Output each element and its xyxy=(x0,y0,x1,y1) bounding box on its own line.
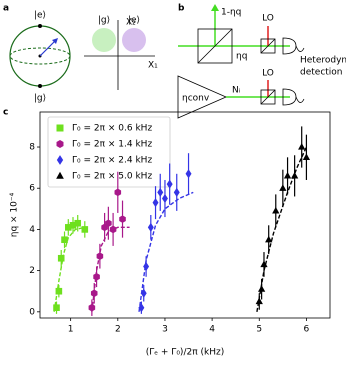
fit-line xyxy=(53,226,85,312)
marker xyxy=(166,179,173,189)
legend-label: Γ₀ = 2π × 5.0 kHz xyxy=(72,172,152,182)
x-tick-label: 5 xyxy=(256,325,262,335)
legend-label: Γ₀ = 2π × 0.6 kHz xyxy=(72,124,152,134)
x-axis-label: (Γₑ + Γ₀)/2π (kHz) xyxy=(146,348,224,358)
marker xyxy=(260,260,268,268)
y-tick-label: 4 xyxy=(29,225,35,235)
marker xyxy=(265,235,273,243)
detection-label: detection xyxy=(300,68,343,78)
marker xyxy=(61,236,68,244)
marker xyxy=(56,139,64,149)
marker xyxy=(114,188,122,197)
marker xyxy=(147,222,154,232)
marker xyxy=(272,206,280,214)
state-label: |g⟩ xyxy=(34,94,46,104)
x-tick-label: 2 xyxy=(115,325,121,335)
fit-line xyxy=(256,146,308,312)
state-label: |g⟩ xyxy=(98,16,110,26)
noise-label: Nᵢ xyxy=(232,86,241,96)
marker xyxy=(138,303,145,313)
marker xyxy=(56,124,64,132)
y-tick-label: 8 xyxy=(29,143,35,153)
panel-label: a xyxy=(3,4,9,14)
marker xyxy=(119,215,126,223)
bloch-sphere xyxy=(9,24,71,88)
state-label: |e⟩ xyxy=(128,16,140,26)
marker xyxy=(55,287,63,295)
marker xyxy=(81,226,89,233)
marker xyxy=(279,184,287,191)
legend-box xyxy=(47,116,171,188)
marker xyxy=(257,285,266,292)
marker xyxy=(157,187,164,197)
marker xyxy=(88,303,96,312)
fit-line xyxy=(91,226,130,312)
x-tick-label: 4 xyxy=(209,325,215,335)
y-tick-label: 2 xyxy=(29,266,35,276)
marker xyxy=(96,252,104,260)
legend-label: Γ₀ = 2π × 2.4 kHz xyxy=(72,156,152,166)
marker xyxy=(56,155,64,165)
y-axis-label: ηq × 10⁻⁴ xyxy=(10,192,20,237)
marker xyxy=(143,261,150,272)
marker xyxy=(105,219,112,228)
y-tick-label: 0 xyxy=(29,307,35,317)
marker xyxy=(283,171,292,179)
marker xyxy=(302,153,311,160)
marker xyxy=(56,171,64,179)
x-tick-label: 3 xyxy=(162,325,168,335)
beam-label: ηq xyxy=(236,52,247,62)
legend-label: Γ₀ = 2π × 1.4 kHz xyxy=(72,140,152,150)
marker xyxy=(90,289,98,298)
detection-label: Heterodyne xyxy=(300,56,346,66)
lo-label: LO xyxy=(262,69,274,79)
axes-frame xyxy=(39,111,331,319)
marker xyxy=(152,198,159,208)
marker xyxy=(161,193,168,204)
axis-label: X₁ xyxy=(148,61,158,71)
y-tick-label: 6 xyxy=(29,184,35,194)
x-tick-label: 6 xyxy=(304,325,310,335)
marker xyxy=(298,143,306,150)
x-tick-label: 1 xyxy=(68,325,74,335)
marker xyxy=(74,219,82,227)
marker xyxy=(93,273,100,281)
fit-line xyxy=(138,191,194,312)
marker xyxy=(173,187,180,197)
marker xyxy=(53,304,60,311)
marker xyxy=(57,254,65,262)
marker xyxy=(109,225,117,234)
panel-label: c xyxy=(3,108,8,118)
axis-label: X₂ xyxy=(126,18,136,28)
lo-label: LO xyxy=(262,14,274,24)
marker xyxy=(255,297,263,305)
beam-label: 1-ηq xyxy=(221,8,241,18)
amplifier-label: ηconv xyxy=(182,94,210,104)
state-label: |e⟩ xyxy=(34,11,46,21)
optics-diagram xyxy=(177,4,305,119)
marker xyxy=(140,288,147,298)
marker xyxy=(291,171,299,179)
panel-label: b xyxy=(178,4,185,14)
marker xyxy=(185,169,192,179)
phase-space xyxy=(84,20,155,90)
